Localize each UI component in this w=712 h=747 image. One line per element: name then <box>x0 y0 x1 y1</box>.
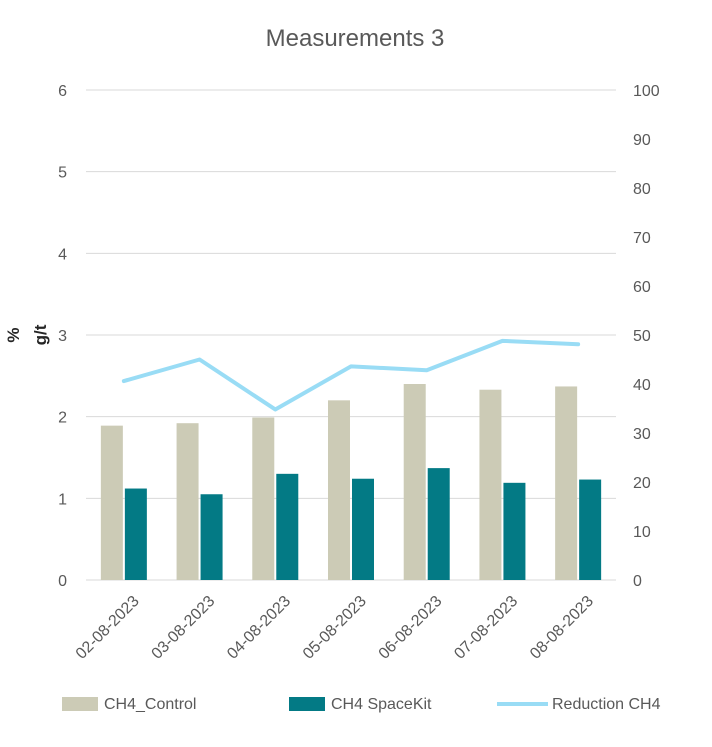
x-tick-label: 04-08-2023 <box>224 593 294 663</box>
x-tick-label: 02-08-2023 <box>73 593 143 663</box>
legend-label-ch4-control: CH4_Control <box>104 696 196 713</box>
right-tick-label: 40 <box>633 377 651 394</box>
right-tick-label: 0 <box>633 573 642 590</box>
legend-label-reduction-ch4: Reduction CH4 <box>552 696 661 713</box>
y-axis-label-line-1: % <box>4 327 23 342</box>
bar-ch4-control <box>555 386 578 580</box>
line-reduction-ch4 <box>121 338 581 412</box>
left-tick-label: 0 <box>58 573 67 590</box>
right-tick-label: 100 <box>633 83 660 100</box>
right-tick-label: 50 <box>633 328 651 345</box>
x-tick-label: 08-08-2023 <box>527 593 597 663</box>
x-tick-label: 05-08-2023 <box>300 593 370 663</box>
x-tick-label: 07-08-2023 <box>451 593 521 663</box>
right-axis-ticks: 0 10 20 30 40 50 60 70 80 90 100 <box>633 83 660 590</box>
x-tick-label: 06-08-2023 <box>376 593 446 663</box>
left-tick-label: 6 <box>58 83 67 100</box>
legend-swatch-ch4-spacekit <box>289 697 325 711</box>
left-tick-label: 1 <box>58 491 67 508</box>
legend-swatch-ch4-control <box>62 697 98 711</box>
right-tick-label: 80 <box>633 181 651 198</box>
bars <box>100 384 602 580</box>
x-axis-ticks: 02-08-2023 03-08-2023 04-08-2023 05-08-2023… <box>73 593 597 663</box>
bar-ch4-spacekit <box>427 468 450 580</box>
bar-ch4-control <box>328 400 350 580</box>
legend: CH4_Control CH4 SpaceKit Reduction CH4 <box>62 696 661 713</box>
left-tick-label: 2 <box>58 410 67 427</box>
right-tick-label: 90 <box>633 132 651 149</box>
left-tick-label: 4 <box>58 246 67 263</box>
left-tick-label: 5 <box>58 165 67 182</box>
bar-ch4-control <box>403 384 426 580</box>
bar-ch4-control <box>176 423 199 580</box>
bar-ch4-spacekit <box>579 479 602 580</box>
bar-ch4-control <box>479 389 502 580</box>
chart-title: Measurements 3 <box>266 25 445 52</box>
x-tick-label: 03-08-2023 <box>149 593 219 663</box>
right-tick-label: 10 <box>633 524 651 541</box>
gridlines <box>86 89 616 581</box>
y-axis-label: % g/t <box>4 324 50 345</box>
y-axis-label-line-2: g/t <box>31 324 50 345</box>
bar-ch4-control <box>252 417 275 580</box>
bar-ch4-spacekit <box>276 473 299 580</box>
right-tick-label: 70 <box>633 230 651 247</box>
legend-label-ch4-spacekit: CH4 SpaceKit <box>331 696 432 713</box>
right-tick-label: 60 <box>633 279 651 296</box>
right-tick-label: 30 <box>633 426 651 443</box>
bar-ch4-spacekit <box>200 494 223 580</box>
bar-ch4-spacekit <box>124 488 147 580</box>
left-tick-label: 3 <box>58 328 67 345</box>
bar-ch4-spacekit <box>503 482 526 580</box>
bar-ch4-spacekit <box>352 478 374 580</box>
bar-ch4-control <box>100 425 123 580</box>
line-series <box>121 338 581 412</box>
left-axis-ticks: 0 1 2 3 4 5 6 <box>58 83 67 590</box>
right-tick-label: 20 <box>633 475 651 492</box>
